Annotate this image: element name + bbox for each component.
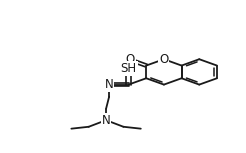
- Text: O: O: [125, 53, 135, 66]
- Text: N: N: [105, 78, 113, 91]
- Text: N: N: [102, 114, 110, 127]
- Text: SH: SH: [121, 62, 137, 75]
- Text: O: O: [159, 53, 169, 66]
